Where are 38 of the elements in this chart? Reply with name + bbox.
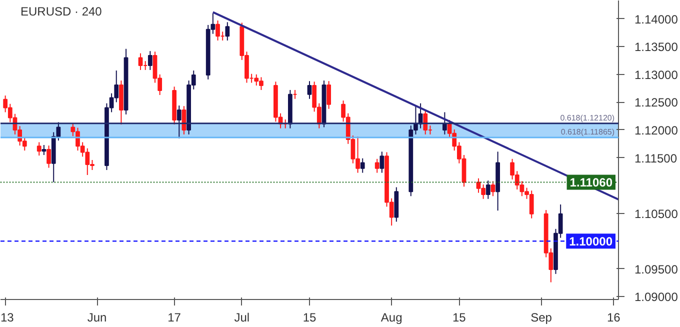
candlestick — [148, 50, 152, 70]
candlestick — [490, 180, 496, 197]
y-tick-label: 1.12000 — [634, 123, 678, 138]
x-tick-label: 15 — [302, 310, 316, 324]
candlestick — [326, 80, 331, 110]
y-tick-label: 1.13500 — [634, 40, 678, 54]
candlestick — [307, 80, 312, 100]
y-tick-label: 1.09000 — [634, 290, 678, 304]
y-tick-label: 1.09500 — [634, 262, 678, 276]
candlestick — [42, 144, 46, 156]
x-tick-label: 13 — [0, 310, 14, 324]
x-tick-label: 16 — [607, 310, 621, 324]
candlestick — [374, 158, 380, 174]
chart-title: EURUSD · 240 — [20, 4, 102, 18]
ref-line-label: 0.618(1.11865) — [560, 127, 615, 136]
candlestick — [176, 105, 182, 139]
candlestick — [138, 52, 143, 70]
x-tick-label: 17 — [168, 310, 182, 324]
x-tick-label: Jun — [87, 310, 107, 324]
x-tick-label: 15 — [452, 310, 466, 324]
ref-line-label: 1.10000 — [569, 234, 613, 249]
x-tick-label: Sep — [530, 310, 552, 324]
x-tick-label: Aug — [380, 310, 402, 324]
y-tick-label: 1.14000 — [634, 12, 678, 26]
x-tick-label: Jul — [234, 310, 250, 324]
candlestick — [360, 158, 365, 174]
ref-line-label: 0.618(1.12120) — [560, 113, 615, 122]
y-tick-label: 1.13000 — [634, 68, 678, 82]
candlestick — [380, 151, 384, 174]
candlestick — [46, 145, 51, 168]
y-tick-label: 1.11500 — [634, 151, 678, 166]
candlestick — [486, 180, 490, 200]
y-tick-label: 1.10500 — [634, 206, 678, 221]
candlestick — [36, 142, 42, 156]
y-tick-label: 1.12500 — [634, 96, 678, 110]
candlestick — [225, 22, 230, 42]
candlestick — [442, 112, 447, 135]
ref-line-label: 1.11060 — [570, 176, 613, 190]
